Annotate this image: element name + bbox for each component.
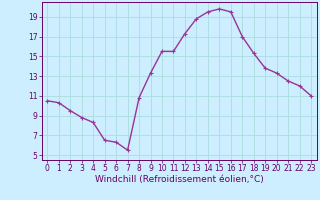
X-axis label: Windchill (Refroidissement éolien,°C): Windchill (Refroidissement éolien,°C): [95, 175, 264, 184]
